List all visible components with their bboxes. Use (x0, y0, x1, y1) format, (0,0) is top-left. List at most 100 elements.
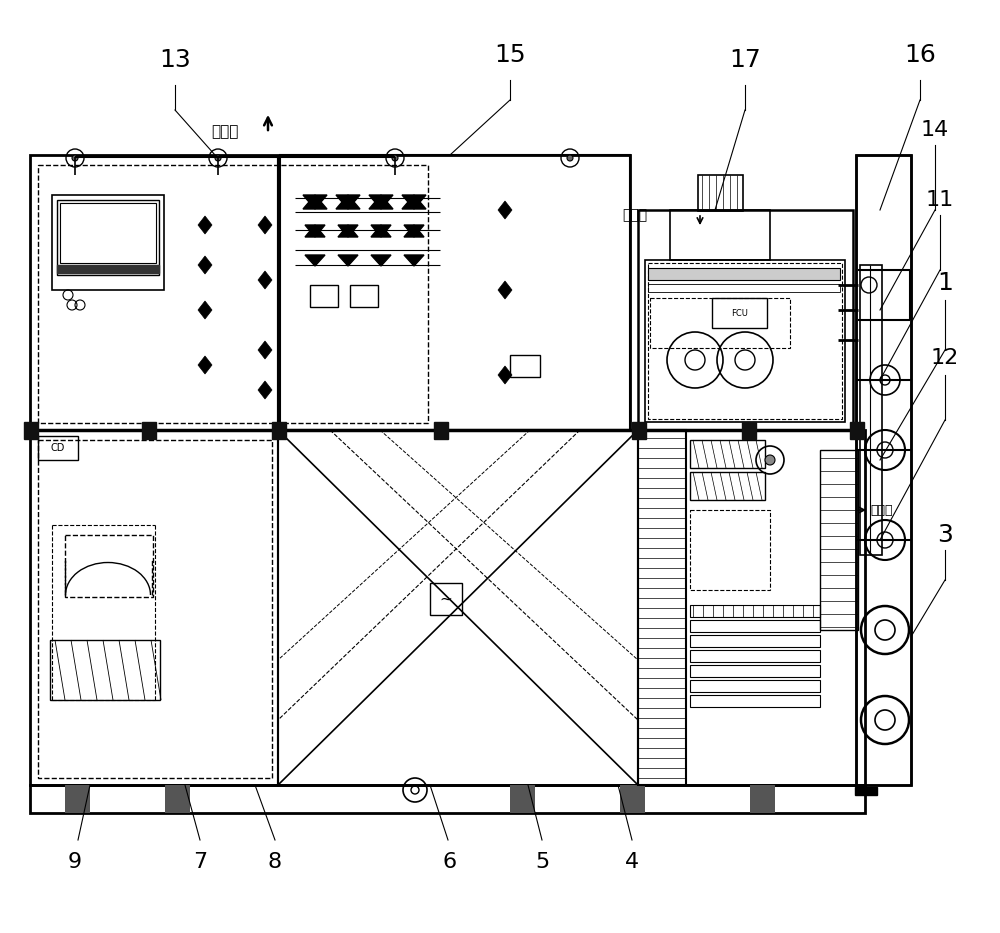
Polygon shape (303, 195, 327, 209)
Polygon shape (404, 225, 424, 237)
Polygon shape (336, 195, 360, 209)
Polygon shape (198, 256, 212, 274)
Polygon shape (303, 195, 327, 209)
Polygon shape (258, 271, 272, 289)
Bar (638, 210, 853, 430)
Polygon shape (498, 201, 512, 219)
Bar (650, 298, 790, 348)
Polygon shape (198, 356, 212, 374)
Polygon shape (369, 195, 393, 209)
Polygon shape (258, 341, 272, 359)
Bar (24, 422, 38, 439)
Bar (712, 298, 767, 328)
Bar (142, 422, 156, 439)
Bar (30, 155, 630, 430)
Polygon shape (338, 225, 358, 237)
Bar (690, 650, 820, 662)
Bar (280, 155, 630, 430)
Text: 新风口: 新风口 (622, 208, 648, 222)
Bar (38, 440, 272, 778)
Text: 7: 7 (193, 852, 207, 872)
Bar (60, 203, 156, 263)
Bar (52, 195, 164, 290)
Text: 8: 8 (268, 852, 282, 872)
Bar (57, 200, 159, 275)
Text: 15: 15 (494, 43, 526, 67)
Text: 12: 12 (931, 348, 959, 368)
Bar (310, 285, 338, 307)
Bar (670, 210, 770, 260)
Bar (690, 472, 765, 500)
Bar (38, 165, 428, 423)
Circle shape (567, 155, 573, 161)
Text: 出风口: 出风口 (211, 124, 239, 140)
Polygon shape (371, 225, 391, 237)
Bar (510, 785, 535, 813)
Text: 17: 17 (729, 48, 761, 72)
Bar (620, 785, 645, 813)
Circle shape (72, 155, 78, 161)
Text: 11: 11 (926, 190, 954, 210)
Polygon shape (305, 255, 325, 266)
Polygon shape (404, 255, 424, 266)
Circle shape (765, 455, 775, 465)
Polygon shape (305, 225, 325, 237)
Polygon shape (369, 195, 393, 209)
Bar (690, 510, 770, 590)
Bar (690, 605, 820, 617)
Bar (750, 785, 775, 813)
Bar (860, 265, 882, 555)
Bar (434, 422, 448, 439)
Polygon shape (258, 381, 272, 399)
Text: 4: 4 (625, 852, 639, 872)
Polygon shape (338, 225, 358, 237)
Bar (648, 284, 840, 292)
Bar (648, 263, 842, 419)
Bar (57, 265, 159, 273)
Polygon shape (402, 195, 426, 209)
Bar (65, 785, 90, 813)
Circle shape (215, 155, 221, 161)
Bar (638, 430, 686, 785)
Text: CD: CD (51, 443, 65, 453)
Text: 3: 3 (937, 523, 953, 547)
Text: 9: 9 (68, 852, 82, 872)
Bar (62, 268, 154, 273)
Text: 6: 6 (443, 852, 457, 872)
Bar (165, 785, 190, 813)
Polygon shape (371, 225, 391, 237)
Text: 回风口: 回风口 (870, 504, 893, 517)
Bar (698, 175, 743, 211)
Text: ~: ~ (440, 592, 452, 606)
Bar (690, 440, 765, 468)
Polygon shape (371, 255, 391, 266)
Bar (350, 285, 378, 307)
Polygon shape (258, 216, 272, 234)
Polygon shape (498, 281, 512, 299)
Polygon shape (498, 366, 512, 384)
Bar (690, 620, 820, 632)
Text: 5: 5 (535, 852, 549, 872)
Text: 1: 1 (937, 271, 953, 295)
Bar (690, 635, 820, 647)
Bar (272, 422, 286, 439)
Bar (690, 695, 820, 707)
Polygon shape (404, 225, 424, 237)
Polygon shape (198, 216, 212, 234)
Bar (850, 422, 864, 439)
Bar (856, 155, 911, 785)
Bar (648, 268, 840, 280)
Bar (30, 785, 865, 813)
Polygon shape (198, 301, 212, 319)
Polygon shape (338, 255, 358, 266)
Bar (50, 640, 160, 700)
Text: FCU: FCU (732, 309, 748, 317)
Text: 14: 14 (921, 120, 949, 140)
Bar (30, 430, 865, 785)
Bar (645, 260, 845, 422)
Polygon shape (336, 195, 360, 209)
Bar (855, 787, 877, 795)
Bar (820, 450, 858, 630)
Bar (690, 680, 820, 692)
Polygon shape (305, 225, 325, 237)
